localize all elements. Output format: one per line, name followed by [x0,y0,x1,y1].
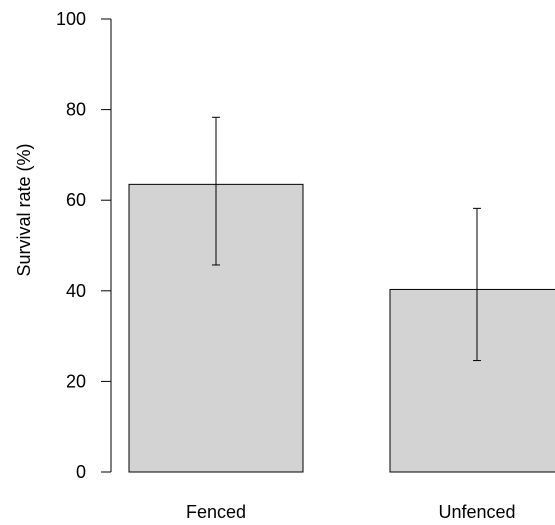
y-tick-label: 20 [66,371,86,391]
y-tick-label: 60 [66,190,86,210]
x-axis-labels: Fenced Unfenced [186,502,516,522]
y-tick-label: 40 [66,281,86,301]
x-tick-label: Unfenced [438,502,515,522]
y-tick-label: 0 [76,462,86,482]
y-tick-label: 100 [56,9,86,29]
x-tick-label: Fenced [186,502,246,522]
bar-unfenced [389,288,555,473]
error-bars [212,116,481,362]
y-tick-label: 80 [66,100,86,120]
y-axis: 0 20 40 60 80 100 [56,9,112,482]
bars [128,183,555,473]
y-axis-title: Survival rate (%) [14,143,34,276]
